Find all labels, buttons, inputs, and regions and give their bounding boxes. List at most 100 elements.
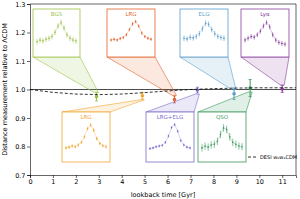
inset-error-bar [235,141,236,148]
legend-swatch [248,157,258,158]
inset-point [165,142,167,144]
inset-point [260,30,262,32]
tick: 0.9 [15,115,30,123]
inset-error-bar [159,145,160,148]
inset-box [198,112,246,162]
inset-point [244,39,246,41]
inset-error-bar [106,145,107,149]
inset-label: LRG+ELG [157,114,184,120]
inset-error-bar [202,144,203,151]
inset-error-bar [153,146,154,149]
inset-point [74,146,76,148]
inset-error-bar [229,133,230,140]
tick-mark [27,33,30,34]
error-cap [281,85,284,86]
tick: 4 [120,175,124,186]
tick: 7 [189,175,193,186]
tick-label: 0 [28,178,32,186]
inset-error-bar [251,34,252,39]
inset-error-bar [254,35,255,40]
inset-point [150,39,152,41]
inset-point [174,124,176,126]
tick-label: 6 [166,178,170,186]
inset-error-bar [70,35,71,41]
inset-error-bar [78,143,79,147]
inset-point [149,148,151,150]
inset-error-bar [217,34,218,40]
inset-error-bar [75,145,76,149]
inset-point [275,39,277,41]
inset-error-bar [242,143,243,150]
inset-point [57,25,59,27]
inset-point [235,143,237,145]
inset-error-bar [263,24,264,29]
inset-error-bar [156,145,157,148]
error-cap [196,92,199,93]
inset-box [62,112,110,162]
inset-error-bar [141,31,142,35]
inset-error-bar [278,40,279,45]
inset-label: Lyα [260,11,270,18]
inset-point [189,147,191,149]
inset-error-bar [186,146,187,149]
inset-error-bar [114,38,115,42]
tick-label: 0.7 [15,172,25,180]
inset-error-bar [272,32,273,37]
inset-error-bar [168,135,169,138]
inset-error-bar [193,35,194,41]
inset-box [180,9,228,57]
tick: 6 [166,175,170,186]
inset-point [272,34,274,36]
tick-label: 2 [74,178,78,186]
tick-mark [27,61,30,62]
inset-error-bar [96,137,97,141]
inset-point [65,147,67,149]
inset-error-bar [67,32,68,38]
error-cap [95,100,98,101]
inset-point [63,27,65,29]
inset-connector [146,94,199,112]
inset-point [119,38,121,40]
inset-point [247,37,249,39]
inset-point [266,22,268,24]
inset-box [241,9,289,57]
data-point [141,94,145,98]
inset-error-bar [232,139,233,146]
tick-label: 1.1 [15,58,25,66]
tick-label: 3 [97,178,101,186]
inset-point [129,29,131,31]
inset-point [263,25,265,27]
inset-point [113,39,115,41]
tick: 0.7 [15,172,30,180]
inset-point [60,22,62,24]
inset-error-bar [123,36,124,40]
inset-point [75,40,77,42]
inset-label: LRG [125,11,136,17]
inset-error-bar [90,123,91,127]
inset-error-bar [66,146,67,150]
inset-point [214,143,216,145]
inset-curve [184,23,224,39]
inset-point [217,140,219,142]
inset-error-bar [266,20,267,25]
tick-mark [27,118,30,119]
inset-error-bar [81,141,82,145]
inset-point [71,145,73,147]
inset-error-bar [226,126,227,133]
inset-error-bar [55,30,56,36]
inset-connector [180,57,236,90]
inset-point [238,145,240,147]
inset-point [42,40,44,42]
inset-point [68,146,70,148]
inset-error-bar [147,37,148,41]
inset-connector [241,57,289,85]
inset-point [241,146,243,148]
tick-label: 0.9 [15,115,25,123]
inset-point [87,128,89,130]
inset-point [257,34,259,36]
inset-point [278,42,280,44]
inset-error-bar [211,141,212,148]
inset-point [183,144,185,146]
error-cap [281,92,284,93]
error-cap [249,96,252,97]
